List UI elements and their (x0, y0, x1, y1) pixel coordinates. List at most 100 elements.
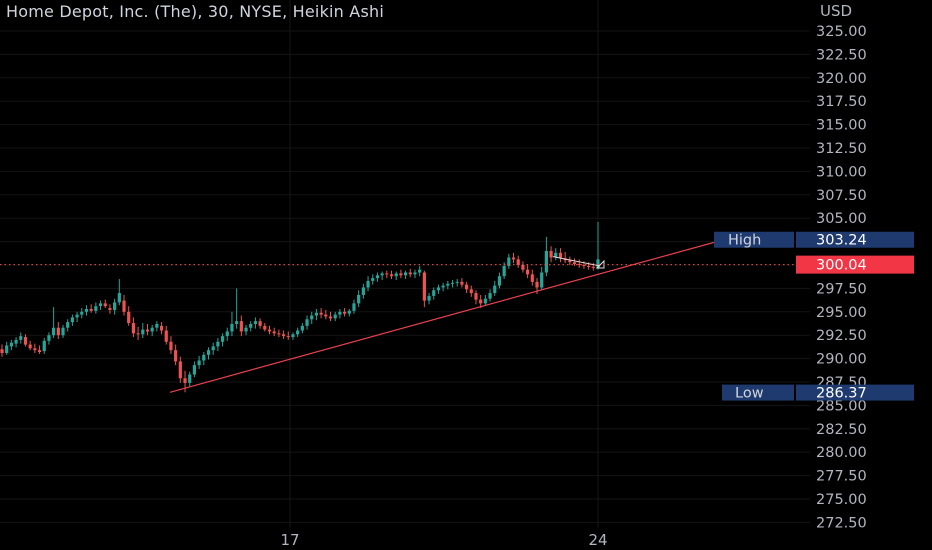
low-value: 286.37 (816, 386, 867, 402)
candle-body (507, 257, 511, 266)
low-tag: Low 286.37 (722, 384, 914, 402)
price-tick-label: 290.00 (816, 352, 867, 368)
candle-body (455, 281, 459, 283)
candle-body (169, 341, 173, 351)
candle-body (310, 315, 314, 320)
candle-body (450, 282, 455, 284)
candle-body (286, 336, 290, 338)
candle-body (324, 314, 328, 317)
price-tick-label: 282.50 (816, 422, 867, 438)
candle-body (394, 273, 398, 277)
last-price-value: 300.04 (816, 258, 867, 274)
candle-body (277, 333, 281, 335)
candle-body (296, 330, 300, 335)
candle-body (267, 329, 272, 332)
candle-body (19, 336, 23, 340)
flag-pattern (552, 256, 605, 269)
candle-body (591, 266, 595, 268)
time-axis[interactable]: 17 24 (280, 531, 607, 549)
candle-body (516, 259, 520, 265)
last-price-tag: 300.04 (796, 255, 914, 274)
candle-body (239, 321, 243, 332)
candle-body (230, 323, 234, 332)
high-value-box (796, 231, 914, 248)
price-tick-label: 307.50 (816, 188, 867, 204)
chart-title: Home Depot, Inc. (The), 30, NYSE, Heikin… (6, 2, 384, 21)
candle-body (155, 323, 159, 328)
candle-body (483, 298, 487, 304)
candle-body (122, 300, 126, 312)
price-tick-label: 325.00 (816, 24, 867, 40)
candle-body (464, 284, 469, 290)
candle-body (413, 272, 417, 275)
candle-body (150, 327, 154, 332)
candle-body (493, 285, 497, 294)
time-tick-label: 17 (280, 531, 299, 549)
candle-body (418, 269, 422, 273)
candle-body (66, 322, 70, 328)
candle-body (174, 350, 178, 362)
candle-body (178, 361, 182, 379)
candle-body (113, 302, 117, 310)
candle-body (366, 280, 370, 288)
candle-body (497, 276, 502, 286)
candle-body (98, 303, 103, 307)
candle-body (127, 311, 131, 324)
candle-body (328, 316, 333, 319)
price-tick-label: 305.00 (816, 211, 867, 227)
candle-body (61, 327, 65, 336)
candle-body (380, 273, 384, 276)
candle-body (117, 293, 121, 303)
candle-body (521, 265, 525, 270)
candle-body (314, 312, 319, 316)
candle-body (375, 275, 380, 279)
candle-body (371, 278, 375, 281)
price-tick-label: 285.00 (816, 398, 867, 414)
candle-body (446, 283, 450, 286)
candle-body (291, 334, 295, 338)
price-axis[interactable]: 325.00 322.50 320.00 317.50 315.00 312.50 310.… (816, 24, 867, 531)
candle-body (558, 252, 563, 259)
candle-body (587, 265, 591, 267)
candle-body (258, 321, 262, 326)
candle-body (432, 290, 436, 296)
candle-body (357, 294, 361, 304)
candle-body (80, 311, 84, 315)
candle-body (249, 323, 253, 328)
candle-body (5, 345, 9, 353)
candle-body (52, 327, 56, 336)
price-tick-label: 315.00 (816, 118, 867, 134)
candle-body (37, 350, 42, 353)
price-tick-label: 272.50 (816, 515, 867, 531)
candle-body (211, 346, 215, 351)
price-tick-label: 280.00 (816, 445, 867, 461)
price-tick-label: 312.50 (816, 141, 867, 157)
last-price-box (796, 255, 914, 274)
flag-line (552, 256, 601, 267)
candle-body (319, 312, 323, 315)
candle-body (220, 336, 225, 342)
price-tick-label: 317.50 (816, 94, 867, 110)
candle-body (441, 285, 445, 288)
candle-body (568, 260, 572, 263)
candle-body (305, 319, 309, 326)
currency-label: USD (820, 2, 853, 20)
candle-body (272, 331, 276, 334)
candle-body (84, 308, 89, 312)
candle-body (145, 329, 150, 332)
price-tick-label: 275.00 (816, 492, 867, 508)
candle-body (361, 287, 365, 295)
candle-body (33, 348, 37, 351)
candle-body (159, 325, 164, 331)
candle-body (338, 311, 342, 315)
price-tick-label: 297.50 (816, 281, 867, 297)
price-tick-label: 277.50 (816, 469, 867, 485)
candle-body (216, 341, 220, 347)
candle-body (141, 329, 145, 335)
candle-body (235, 321, 239, 324)
candle-body (385, 273, 389, 275)
candle-body (253, 321, 258, 324)
trendline[interactable] (169, 233, 745, 393)
